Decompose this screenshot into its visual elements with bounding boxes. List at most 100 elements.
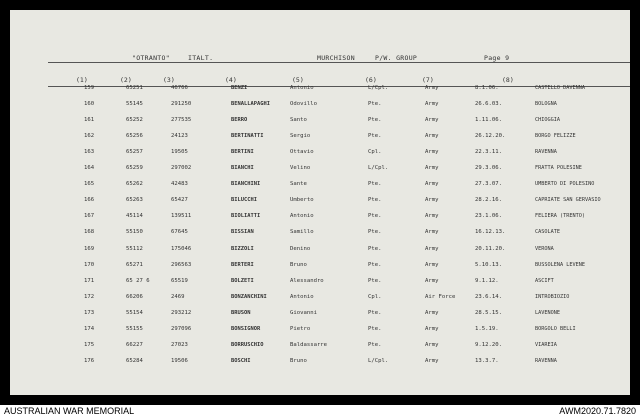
cell-rank: Cpl.: [368, 149, 382, 156]
col-header-2: (2): [120, 76, 132, 84]
cell-birth-date: 26.6.03.: [475, 101, 502, 108]
cell-army-number: 2469: [171, 293, 185, 300]
cell-given-name: Sante: [290, 181, 307, 188]
cell-service: Army: [425, 357, 439, 364]
cell-birth-date: 29.3.06.: [475, 165, 502, 172]
cell-serial-number: 172: [84, 293, 95, 300]
cell-serial-number: 167: [84, 213, 95, 220]
cell-army-number: 42483: [171, 181, 188, 188]
cell-rank: Pte.: [368, 245, 382, 252]
cell-given-name: Umberto: [290, 197, 314, 204]
cell-birth-date: 28.2.16.: [475, 197, 502, 204]
cell-rank: Cpl.: [368, 293, 382, 300]
cell-serial-number: 161: [84, 117, 95, 124]
cell-pw-number: 65251: [126, 85, 143, 91]
cell-surname: BERRO: [231, 117, 248, 124]
cell-birth-place: CAPRIATE SAN GERVASIO: [535, 197, 601, 204]
cell-service: Army: [425, 117, 439, 124]
cell-surname: BOSCHI: [231, 357, 251, 364]
cell-service: Army: [425, 101, 439, 108]
header-ship: "OTRANTO": [132, 54, 170, 62]
table-row: 163 65257 19505 BERTINI Ottavio Cpl. Army 22.3.…: [10, 149, 630, 165]
cell-given-name: Bruno: [290, 357, 307, 364]
cell-serial-number: 160: [84, 101, 95, 108]
cell-birth-date: 23.1.06.: [475, 213, 502, 220]
cell-surname: BENALLAPAGHI: [231, 101, 270, 108]
table-row: 169 55112 175046 BIZZOLI Denino Pte. Army 20.11…: [10, 246, 630, 262]
cell-service: Army: [425, 85, 439, 91]
cell-serial-number: 170: [84, 261, 95, 268]
header-group: P/W. GROUP: [375, 54, 418, 62]
cell-serial-number: 169: [84, 245, 95, 252]
cell-birth-place: INTROBIOZIO: [535, 293, 570, 300]
cell-rank: Pte.: [368, 197, 382, 204]
cell-service: Army: [425, 309, 439, 316]
cell-birth-place: BOLOGNA: [535, 101, 557, 108]
table-row: 165 65262 42483 BIANCHINI Sante Pte. Army 27.3.…: [10, 181, 630, 197]
cell-army-number: 19505: [171, 149, 188, 156]
cell-birth-date: 9.1.12.: [475, 277, 499, 284]
table-row: 171 65 27 6 65519 BOLZETI Alessandro Pte. Army…: [10, 278, 630, 294]
cell-birth-date: 26.12.20.: [475, 133, 506, 140]
cell-service: Army: [425, 325, 439, 332]
cell-birth-place: BORGO FELIZZE: [535, 133, 576, 140]
cell-army-number: 296563: [171, 261, 192, 268]
cell-given-name: Bruno: [290, 261, 307, 268]
cell-pw-number: 65257: [126, 149, 143, 156]
table-row: 173 55154 293212 BRUSON Giovanni Pte. Army 28.5…: [10, 310, 630, 326]
table-row: 168 55150 67645 BISSIAN Samillo Pte. Army 16.12…: [10, 229, 630, 245]
cell-army-number: 24123: [171, 133, 188, 140]
cell-service: Army: [425, 165, 439, 172]
cell-birth-place: UMBERTO DI POLESINO: [535, 181, 595, 188]
table-row: 160 55145 291250 BENALLAPAGHI Odovillo Pte. Ar…: [10, 101, 630, 117]
cell-surname: BISSIAN: [231, 229, 254, 236]
cell-rank: Pte.: [368, 133, 382, 140]
cell-army-number: 293212: [171, 309, 192, 316]
cell-army-number: 297002: [171, 165, 192, 172]
cell-birth-date: 22.3.11.: [475, 149, 502, 156]
cell-birth-place: ASCIFT: [535, 277, 554, 284]
cell-army-number: 175046: [171, 245, 192, 252]
cell-given-name: Pietro: [290, 325, 311, 332]
cell-pw-number: 65252: [126, 117, 143, 124]
col-header-6: (6): [365, 76, 377, 84]
table-row: 166 65263 65427 BILUCCHI Umberto Pte. Army 28.2…: [10, 197, 630, 213]
cell-surname: BERTINATTI: [231, 133, 264, 140]
cell-army-number: 46766: [171, 85, 188, 91]
footer-credit: AUSTRALIAN WAR MEMORIAL: [4, 406, 135, 416]
document-page: "OTRANTO" ITALT. MURCHISON P/W. GROUP Pa…: [10, 10, 630, 395]
cell-surname: BIANCHI: [231, 165, 254, 172]
cell-given-name: Antonio: [290, 213, 314, 220]
col-header-3: (3): [163, 76, 175, 84]
cell-birth-date: 16.12.13.: [475, 229, 506, 236]
cell-pw-number: 65 27 6: [126, 277, 150, 284]
cell-rank: L/Cpl.: [368, 85, 389, 91]
cell-surname: BORRUSCHIO: [231, 341, 264, 348]
cell-service: Army: [425, 277, 439, 284]
cell-pw-number: 55150: [126, 229, 143, 236]
cell-given-name: Samillo: [290, 229, 314, 236]
cell-given-name: Antonio: [290, 293, 314, 300]
cell-birth-place: FRATTA POLESINE: [535, 165, 582, 172]
cell-pw-number: 65284: [126, 357, 143, 364]
cell-birth-place: BORGOLO BELLI: [535, 325, 576, 332]
cell-given-name: Alessandro: [290, 277, 324, 284]
cell-given-name: Antonio: [290, 85, 314, 91]
cell-rank: Pte.: [368, 325, 382, 332]
cell-serial-number: 173: [84, 309, 95, 316]
cell-surname: BONSIGNOR: [231, 325, 261, 332]
cell-surname: BENZI: [231, 85, 248, 91]
cell-service: Air Force: [425, 293, 456, 300]
footer-accession-id: AWM2020.71.7820: [559, 406, 636, 416]
cell-army-number: 19506: [171, 357, 188, 364]
cell-army-number: 67645: [171, 229, 188, 236]
cell-serial-number: 166: [84, 197, 95, 204]
table-row: 159 65251 46766 BENZI Antonio L/Cpl. Army 8.1.0…: [10, 85, 630, 101]
cell-rank: Pte.: [368, 101, 382, 108]
cell-birth-date: 13.3.7.: [475, 357, 499, 364]
cell-surname: BERTERI: [231, 261, 254, 268]
cell-given-name: Santo: [290, 117, 307, 124]
cell-birth-date: 1.11.06.: [475, 117, 502, 124]
cell-service: Army: [425, 245, 439, 252]
cell-service: Army: [425, 341, 439, 348]
